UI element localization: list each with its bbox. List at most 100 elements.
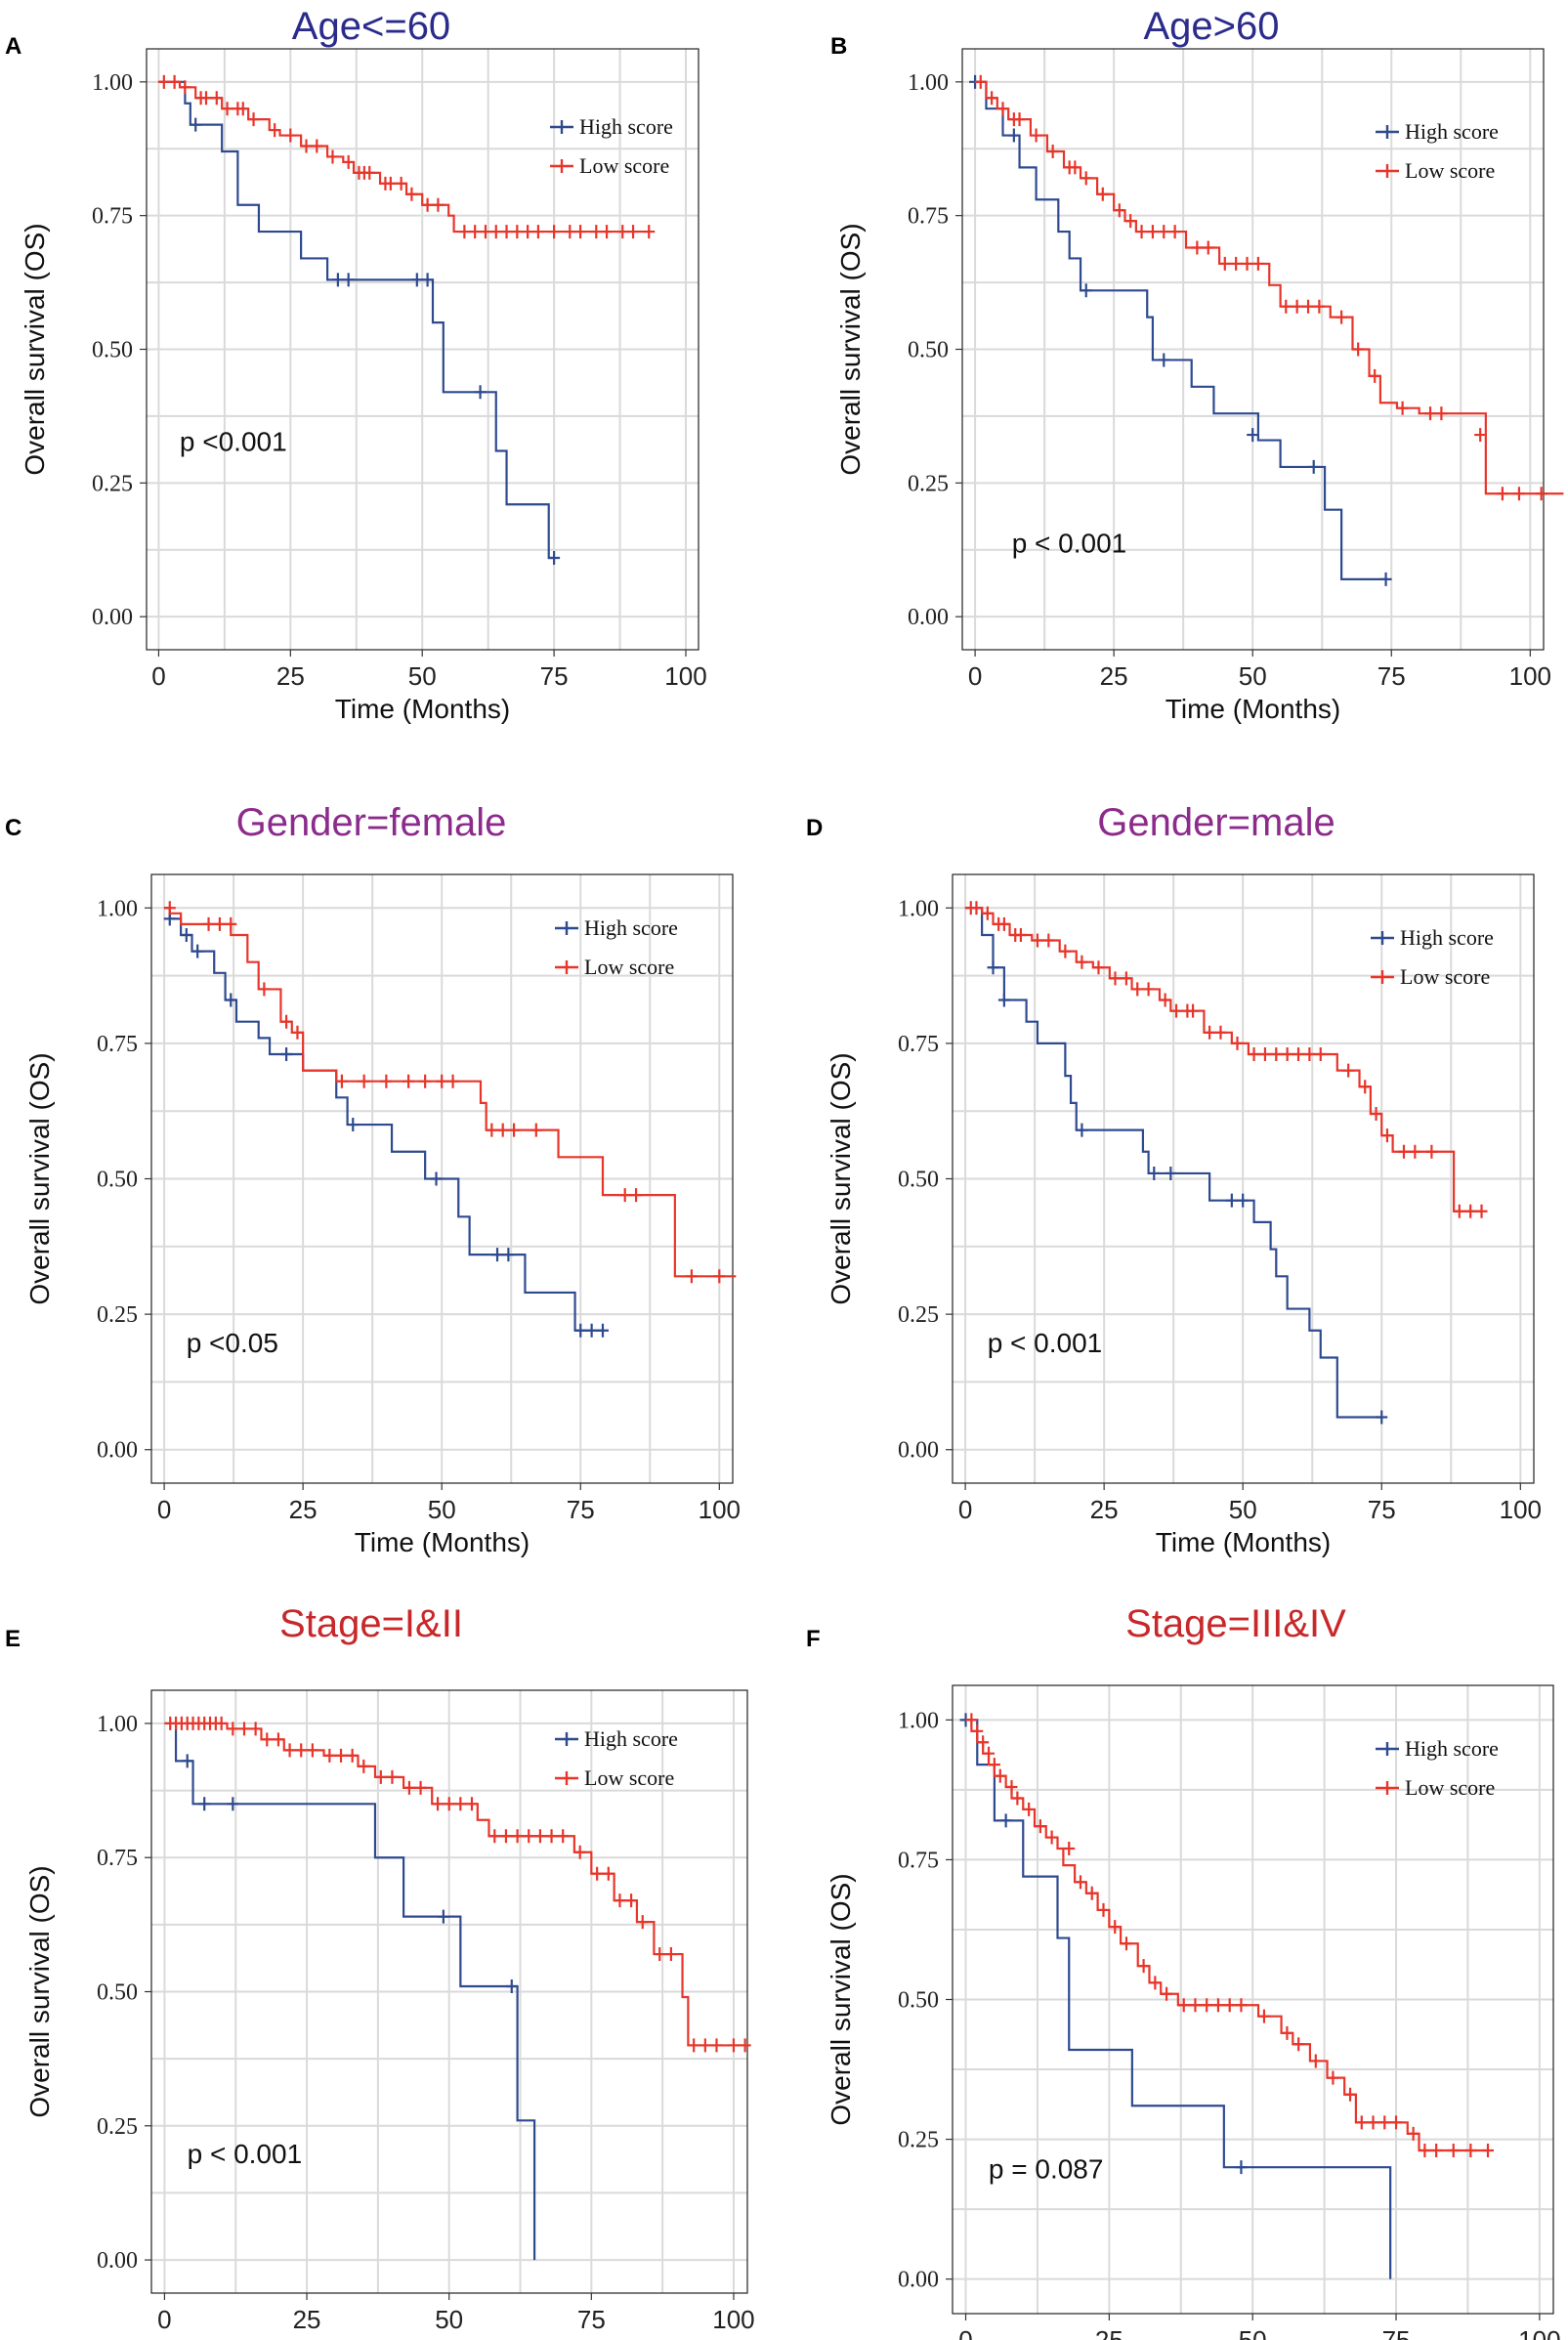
legend-key <box>550 120 573 134</box>
y-tick-label: 0.00 <box>97 1438 138 1464</box>
censor-mark <box>601 225 614 239</box>
censor-mark <box>1113 203 1125 218</box>
censor-mark <box>1280 299 1293 314</box>
censor-mark <box>1223 1998 1236 2013</box>
y-tick-label: 0.75 <box>908 204 949 230</box>
censor-mark <box>1059 944 1072 958</box>
x-tick-label: 50 <box>408 661 437 691</box>
censor-mark <box>1379 572 1392 586</box>
censor-mark <box>710 2038 723 2053</box>
censor-mark <box>1307 459 1320 474</box>
y-tick-label: 0.25 <box>898 1302 939 1328</box>
censor-mark <box>227 1797 239 1811</box>
censor-mark <box>269 123 281 138</box>
censor-mark <box>403 1074 415 1088</box>
censor-mark <box>1247 428 1259 443</box>
censor-mark <box>284 128 297 143</box>
y-tick-label: 0.00 <box>97 2248 138 2274</box>
y-axis-label: Overall survival (OS) <box>24 1865 55 2117</box>
censor-mark <box>437 1909 449 1924</box>
censor-mark <box>1096 187 1109 201</box>
panel-D: D Gender=male 0.00 0.25 0.50 0.75 1.00 0 25 50 75 1… <box>806 801 1542 1557</box>
y-tick-label: 0.25 <box>92 471 133 496</box>
censor-mark <box>358 1759 370 1773</box>
y-tick-label: 0.00 <box>898 1438 939 1464</box>
legend-label: Low score <box>1405 158 1495 183</box>
censor-mark <box>1359 1080 1372 1094</box>
censor-mark <box>1435 406 1448 421</box>
censor-mark <box>168 74 181 89</box>
panel-letter: A <box>5 33 21 60</box>
y-tick-label: 1.00 <box>97 896 138 921</box>
censor-mark <box>997 993 1010 1007</box>
censor-mark <box>1430 2144 1443 2158</box>
censor-mark <box>654 1947 666 1962</box>
x-tick-label: 25 <box>289 1495 318 1524</box>
censor-mark <box>522 225 534 239</box>
censor-mark <box>236 102 249 116</box>
censor-mark <box>616 225 629 239</box>
censor-mark <box>1148 1166 1161 1180</box>
legend-label: Low score <box>1405 1775 1495 1800</box>
legend-key <box>1371 931 1394 945</box>
censor-mark <box>997 916 1010 931</box>
censor-mark <box>574 225 587 239</box>
x-tick-label: 0 <box>958 2325 972 2340</box>
censor-mark <box>331 273 344 287</box>
censor-mark <box>1369 368 1381 383</box>
censor-mark <box>421 273 434 287</box>
panel-title: Gender=male <box>1097 801 1335 844</box>
censor-mark <box>557 1829 570 1844</box>
censor-mark <box>1124 214 1137 229</box>
censor-mark <box>627 225 640 239</box>
y-tick-label: 1.00 <box>97 1712 138 1737</box>
censor-mark <box>421 197 434 212</box>
censor-mark <box>548 225 561 239</box>
censor-mark <box>596 1323 609 1338</box>
y-tick-label: 0.50 <box>97 1168 138 1193</box>
censor-mark <box>163 901 176 915</box>
censor-mark <box>180 927 192 942</box>
censor-mark <box>1397 1144 1410 1159</box>
censor-mark <box>432 1797 445 1811</box>
censor-mark <box>436 1074 448 1088</box>
censor-mark <box>591 1866 604 1881</box>
y-tick-label: 0.75 <box>92 204 133 230</box>
survival-curve <box>975 80 1386 580</box>
censor-mark <box>548 550 561 565</box>
y-tick-label: 0.25 <box>97 1302 138 1328</box>
x-axis-label: Time (Months) <box>361 2337 536 2340</box>
series-high-score <box>163 907 609 1338</box>
censor-mark <box>713 1269 726 1284</box>
censor-mark <box>1241 256 1253 271</box>
y-tick-label: 1.00 <box>898 896 939 921</box>
censor-mark <box>531 225 544 239</box>
panel-title: Age>60 <box>1143 5 1279 48</box>
legend: High score Low score <box>555 915 678 979</box>
censor-mark <box>306 1743 318 1758</box>
x-axis-label: Time (Months) <box>1156 1527 1331 1557</box>
censor-mark <box>496 1123 509 1137</box>
panel-B: B Age>60 0.00 0.25 0.50 0.75 1.00 0 25 50 75 100 Tim… <box>830 5 1564 724</box>
censor-mark <box>1281 1046 1293 1061</box>
censor-mark <box>1092 960 1105 975</box>
censor-mark <box>1189 1998 1202 2013</box>
censor-mark <box>625 1893 638 1908</box>
censor-mark <box>664 1947 677 1962</box>
legend-label: Low score <box>579 153 669 178</box>
censor-mark <box>1177 1998 1190 2013</box>
legend-key <box>1376 1781 1399 1795</box>
censor-mark <box>1042 933 1055 948</box>
censor-mark <box>727 2038 740 2053</box>
censor-mark <box>1370 1106 1382 1121</box>
censor-mark <box>202 916 215 931</box>
censor-mark <box>215 1716 228 1730</box>
panel-letter: D <box>806 815 823 841</box>
series-high-score <box>965 907 1388 1425</box>
censor-mark <box>500 225 513 239</box>
censor-mark <box>1046 144 1059 158</box>
censor-mark <box>1097 1902 1110 1917</box>
y-tick-label: 0.00 <box>898 2268 939 2293</box>
censor-mark <box>1248 1046 1260 1061</box>
censor-mark <box>1293 2037 1305 2052</box>
